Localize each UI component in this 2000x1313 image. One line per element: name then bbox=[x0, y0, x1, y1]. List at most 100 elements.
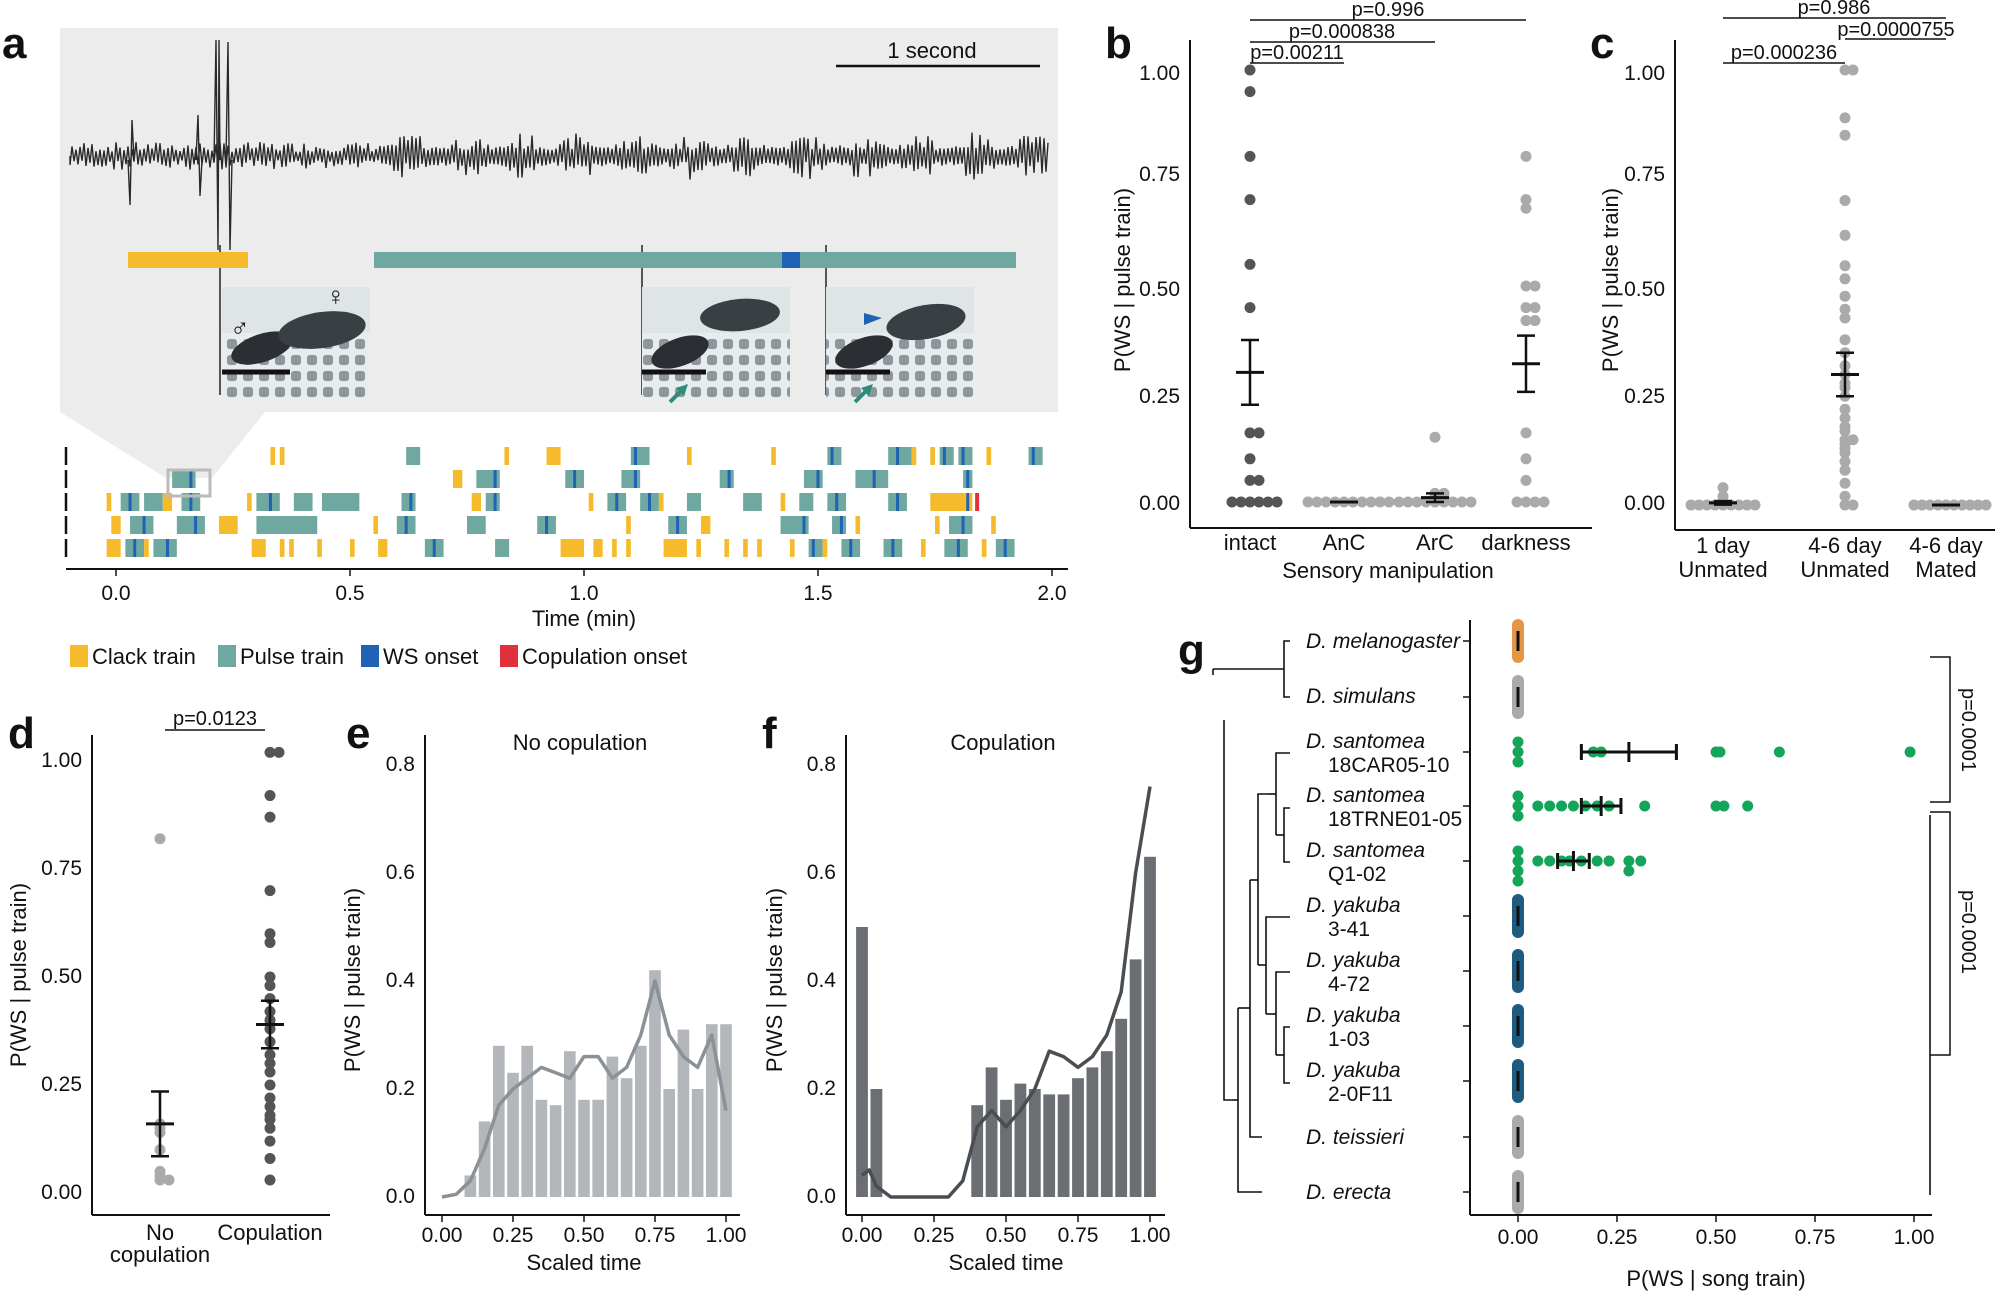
data-point bbox=[1839, 477, 1851, 489]
ws-onset-mark bbox=[802, 516, 806, 534]
ws-onset-mark bbox=[1031, 447, 1035, 465]
x-tick-label: 0.50 bbox=[564, 1224, 605, 1247]
clack-train-mark bbox=[626, 516, 631, 534]
data-point bbox=[163, 1174, 175, 1186]
clack-train-mark bbox=[350, 539, 355, 557]
x-tick-label: 0.75 bbox=[1795, 1226, 1836, 1249]
x-category-label: copulation bbox=[110, 1242, 210, 1267]
x-tick-label: 0.50 bbox=[1696, 1226, 1737, 1249]
data-point bbox=[1623, 865, 1635, 877]
chart-title: No copulation bbox=[513, 730, 648, 755]
data-point bbox=[273, 746, 285, 758]
data-point bbox=[264, 928, 276, 940]
histogram-bar bbox=[535, 1099, 548, 1197]
data-point bbox=[1847, 64, 1859, 76]
ws-onset-mark bbox=[633, 447, 637, 465]
data-point bbox=[1520, 496, 1532, 508]
clack-train-mark bbox=[981, 539, 987, 557]
data-point bbox=[1520, 202, 1532, 214]
p-value: p=0.0001 bbox=[1957, 688, 1979, 772]
data-point bbox=[1244, 64, 1256, 76]
clack-train-mark bbox=[789, 539, 795, 557]
data-point bbox=[1635, 855, 1647, 867]
histogram-bar bbox=[705, 1024, 718, 1197]
clack-train-mark bbox=[373, 516, 379, 534]
data-point bbox=[1839, 303, 1851, 315]
y-axis-label: P(WS | pulse train) bbox=[1110, 188, 1135, 372]
data-point bbox=[154, 1174, 166, 1186]
data-point bbox=[1717, 482, 1729, 494]
histogram-bar bbox=[1072, 1078, 1084, 1197]
clack-train-mark bbox=[686, 447, 692, 465]
pulse-train-mark bbox=[1028, 447, 1043, 465]
clack-train-mark bbox=[111, 516, 121, 534]
data-point bbox=[1685, 499, 1697, 511]
data-point bbox=[1244, 194, 1256, 206]
y-tick-label: 0.25 bbox=[1624, 385, 1665, 408]
data-point bbox=[1839, 425, 1851, 437]
y-tick-label: 0.8 bbox=[807, 753, 836, 776]
male-fly bbox=[231, 331, 293, 365]
data-point bbox=[1529, 280, 1541, 292]
y-axis-label: P(WS | pulse train) bbox=[762, 888, 787, 1072]
data-point bbox=[1512, 865, 1524, 877]
ws-arrowhead-icon bbox=[864, 313, 882, 325]
data-point bbox=[1235, 496, 1247, 508]
y-tick-label: 0.4 bbox=[386, 969, 416, 992]
x-category-label: AnC bbox=[1323, 530, 1366, 555]
histogram-bar bbox=[578, 1099, 590, 1197]
data-point bbox=[1908, 499, 1920, 511]
clack-train-mark bbox=[106, 539, 121, 557]
histogram-bar bbox=[478, 1121, 491, 1197]
clack-train-mark bbox=[986, 447, 992, 465]
female-fly bbox=[278, 311, 366, 349]
clack-train-mark bbox=[780, 493, 786, 511]
data-point bbox=[1271, 496, 1283, 508]
legend-label-pulse: Pulse train bbox=[240, 644, 344, 669]
histogram-bar bbox=[677, 1029, 690, 1197]
pulse-train-mark bbox=[780, 516, 809, 534]
pulse-train-mark bbox=[153, 539, 177, 557]
pulse-train-mark bbox=[130, 516, 154, 534]
clack-train-mark bbox=[452, 470, 463, 488]
y-tick-label: 0.6 bbox=[386, 861, 415, 884]
data-point bbox=[1244, 86, 1256, 98]
data-point bbox=[1244, 427, 1256, 439]
histogram-bar bbox=[1000, 1099, 1012, 1197]
pulse-train-mark bbox=[293, 493, 313, 511]
clack-train-mark bbox=[162, 493, 173, 511]
y-tick-label: 0.75 bbox=[1139, 163, 1180, 186]
data-point bbox=[1244, 150, 1256, 162]
comparison-bracket bbox=[1930, 811, 1951, 1056]
x-tick-label: 2.0 bbox=[1037, 582, 1066, 605]
data-point bbox=[1964, 499, 1976, 511]
x-tick-label: 1.00 bbox=[1894, 1226, 1935, 1249]
ws-onset-mark bbox=[142, 516, 146, 534]
clack-train-mark bbox=[251, 539, 266, 557]
species-name: D. santomea bbox=[1306, 839, 1425, 862]
y-tick-label: 0.75 bbox=[41, 857, 82, 880]
data-point bbox=[1529, 302, 1541, 314]
data-point bbox=[1904, 746, 1916, 758]
male-symbol: ♂ bbox=[230, 313, 250, 343]
ws-onset-mark bbox=[811, 539, 815, 557]
clack-train-mark bbox=[471, 493, 482, 511]
p-value: p=0.986 bbox=[1798, 0, 1871, 19]
data-point bbox=[264, 1114, 276, 1126]
data-point bbox=[264, 1079, 276, 1091]
species-name: D. melanogaster bbox=[1306, 630, 1461, 653]
species-name: D. simulans bbox=[1306, 685, 1416, 708]
ws-onset-mark bbox=[966, 493, 970, 511]
pulse-train-mark bbox=[832, 516, 847, 534]
ws-onset-mark bbox=[648, 493, 652, 511]
histogram-bar bbox=[620, 1078, 633, 1197]
histogram-bar bbox=[1129, 959, 1142, 1197]
ws-onset-mark bbox=[133, 539, 137, 557]
strain-name: 4-72 bbox=[1328, 973, 1370, 996]
x-tick-label: 0.00 bbox=[422, 1224, 463, 1247]
histogram-bar bbox=[592, 1099, 605, 1197]
ws-onset-mark bbox=[268, 493, 272, 511]
p-value: p=0.000236 bbox=[1731, 42, 1837, 64]
data-point bbox=[1393, 496, 1405, 508]
clack-train-mark bbox=[612, 539, 617, 557]
